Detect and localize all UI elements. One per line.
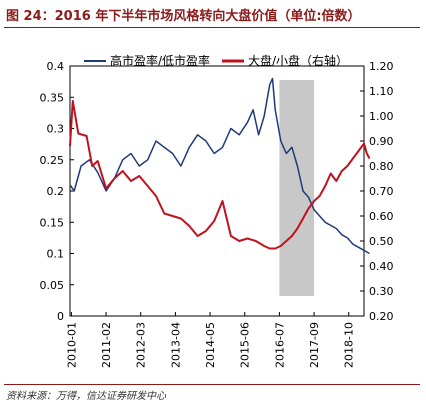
right-axis-tick-label: 0.50 xyxy=(369,235,394,248)
x-axis-tick-label: 2015-06 xyxy=(239,322,252,368)
right-axis-tick-label: 0.30 xyxy=(369,285,394,298)
shaded-period xyxy=(279,80,315,296)
line-chart: 0 0.05 0.1 0.15 0.2 0.25 0.3 0.35 0.4 0.20 0.30 0.4… xyxy=(40,53,394,368)
axes-layer: 0 0.05 0.1 0.15 0.2 0.25 0.3 0.35 0.4 0.20 0.30 0.4… xyxy=(40,60,394,368)
right-axis-tick-label: 0.70 xyxy=(369,185,394,198)
x-axis-tick-label: 2014-05 xyxy=(204,322,217,368)
legend-label-1: 高市盈率/低市盈率 xyxy=(110,53,210,68)
x-axis-tick-label: 2017-09 xyxy=(308,322,321,368)
x-axis-tick-label: 2018-10 xyxy=(343,322,356,368)
series-layer xyxy=(69,77,371,255)
figure-title: 图 24：2016 年下半年市场风格转向大盘价值（单位:倍数） xyxy=(6,9,361,24)
series-line-2 xyxy=(69,100,371,250)
right-axis-tick-label: 1.00 xyxy=(369,110,394,123)
left-axis-tick-label: 0.15 xyxy=(40,216,65,229)
right-axis-tick-label: 1.10 xyxy=(369,85,394,98)
left-axis-tick-label: 0.25 xyxy=(40,154,65,167)
x-axis-tick-label: 2013-04 xyxy=(169,322,182,368)
plot-frame xyxy=(69,65,365,317)
left-axis-tick-label: 0.1 xyxy=(47,248,65,261)
right-axis-tick-label: 1.20 xyxy=(369,60,394,73)
left-axis-tick-label: 0 xyxy=(57,310,64,323)
figure-source: 资料来源：万得，信达证券研发中心 xyxy=(6,391,166,402)
right-axis-tick-label: 0.40 xyxy=(369,260,394,273)
right-axis-tick-label: 0.80 xyxy=(369,160,394,173)
series-line-1 xyxy=(69,77,370,255)
right-axis-tick-label: 0.60 xyxy=(369,210,394,223)
left-axis-tick-label: 0.05 xyxy=(40,279,65,292)
left-axis-tick-label: 0.4 xyxy=(47,60,65,73)
x-axis-tick-label: 2011-02 xyxy=(100,322,113,368)
source-divider xyxy=(4,384,420,385)
legend-label-2: 大盘/小盘（右轴） xyxy=(248,53,348,68)
left-axis-tick-label: 0.2 xyxy=(47,185,65,198)
left-axis-tick-label: 0.35 xyxy=(40,91,65,104)
x-axis-tick-label: 2012-03 xyxy=(135,322,148,368)
x-axis-tick-label: 2010-01 xyxy=(65,322,78,368)
right-axis-tick-label: 0.90 xyxy=(369,135,394,148)
title-divider xyxy=(4,27,420,28)
right-axis-tick-label: 0.20 xyxy=(369,310,394,323)
x-axis-tick-label: 2016-07 xyxy=(273,322,286,368)
legend: 高市盈率/低市盈率 大盘/小盘（右轴） xyxy=(84,53,348,68)
left-axis-tick-label: 0.3 xyxy=(47,123,65,136)
